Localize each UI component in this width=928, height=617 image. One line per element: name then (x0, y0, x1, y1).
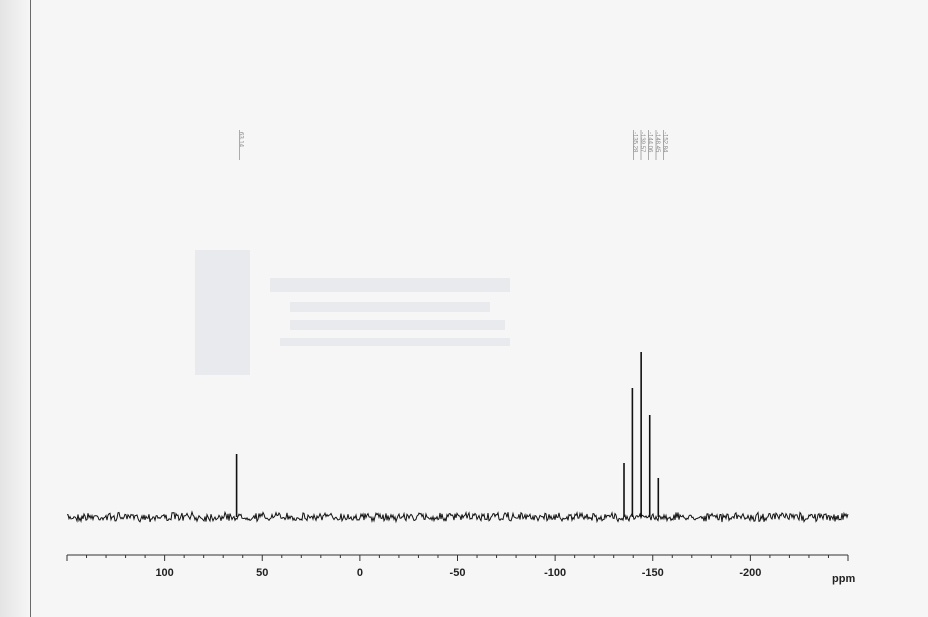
peak-label-4: -148.45 (654, 132, 660, 153)
x-tick-label: 0 (357, 567, 363, 579)
x-tick-label: 100 (155, 567, 173, 579)
scan-binding-line (30, 0, 31, 617)
peaks-group (235, 352, 660, 517)
peak-label-1: -135.28 (632, 132, 638, 153)
x-ticks-group: 100 50 0 -50 -100 -150 -200 (66, 555, 849, 579)
peak-label-3: -144.06 (647, 132, 653, 153)
x-tick-label: -150 (642, 567, 664, 579)
peak-label-5: -152.84 (662, 132, 668, 153)
scan-left-edge (0, 0, 30, 617)
x-tick-label: -50 (450, 567, 466, 579)
peak-label-0: 63.14 (238, 132, 244, 148)
peak-labels-group: 63.14 -135.28 -139.57 -144.06 -148.45 -152.84 (238, 130, 668, 160)
x-tick-label: 50 (256, 567, 268, 579)
x-axis-label: ppm (832, 573, 855, 585)
spectrum-baseline (66, 510, 849, 524)
x-tick-label: -200 (739, 567, 761, 579)
x-tick-label: -100 (544, 567, 566, 579)
bleed-through-shadow (195, 250, 520, 375)
peak-label-2: -139.57 (639, 132, 645, 153)
